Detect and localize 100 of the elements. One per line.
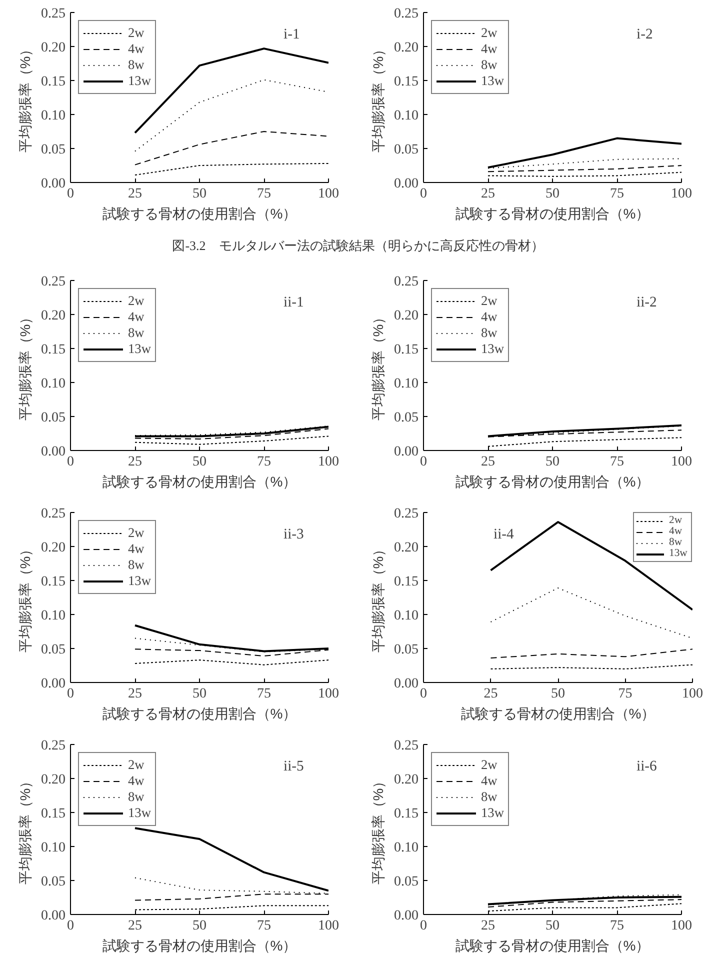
legend-label: 13w — [128, 73, 151, 89]
x-tick-label: 50 — [546, 918, 560, 934]
x-axis-title: 試験する骨材の使用割合（%） — [102, 706, 297, 722]
legend-label: 4w — [128, 541, 146, 557]
legend-label: 8w — [481, 789, 498, 805]
y-tick-label: 0.05 — [41, 410, 66, 426]
y-tick-label: 0.00 — [41, 676, 66, 692]
y-tick-label: 0.05 — [41, 874, 66, 890]
x-axis-title: 試験する骨材の使用割合（%） — [455, 474, 650, 490]
y-tick-label: 0.15 — [41, 574, 66, 590]
legend-label: 8w — [669, 537, 684, 548]
x-tick-label: 100 — [318, 454, 339, 470]
y-tick-label: 0.05 — [41, 142, 66, 158]
y-tick-label: 0.25 — [394, 274, 418, 290]
x-tick-label: 100 — [682, 686, 703, 702]
y-tick-label: 0.15 — [394, 574, 418, 590]
annotation: ii-5 — [284, 758, 304, 774]
legend-label: 4w — [669, 526, 684, 537]
x-tick-label: 75 — [610, 918, 624, 934]
y-axis-title: 平均膨張率（%） — [17, 774, 33, 885]
legend-label: 4w — [481, 773, 498, 789]
y-tick-label: 0.00 — [394, 444, 418, 460]
x-tick-label: 25 — [128, 454, 142, 470]
legend-label: 2w — [128, 757, 146, 773]
legend-label: 13w — [481, 73, 504, 89]
y-tick-label: 0.25 — [41, 506, 66, 522]
legend-label: 8w — [128, 557, 146, 573]
x-tick-label: 50 — [546, 186, 560, 202]
y-tick-label: 0.00 — [394, 676, 418, 692]
x-axis-title: 試験する骨材の使用割合（%） — [102, 206, 297, 222]
legend-label: 8w — [128, 789, 146, 805]
y-tick-label: 0.05 — [394, 410, 418, 426]
annotation: ii-2 — [636, 294, 657, 310]
y-tick-label: 0.20 — [394, 540, 418, 556]
y-tick-label: 0.10 — [41, 608, 66, 624]
y-tick-label: 0.20 — [394, 772, 418, 788]
y-tick-label: 0.15 — [394, 806, 418, 822]
y-tick-label: 0.05 — [394, 874, 418, 890]
legend-label: 4w — [481, 309, 498, 325]
y-tick-label: 0.00 — [394, 908, 418, 924]
legend-label: 4w — [128, 41, 146, 57]
y-axis-title: 平均膨張率（%） — [370, 542, 386, 653]
y-tick-label: 0.15 — [41, 806, 66, 822]
x-tick-label: 25 — [484, 686, 498, 702]
x-tick-label: 75 — [257, 918, 271, 934]
legend-label: 13w — [128, 573, 151, 589]
y-tick-label: 0.25 — [394, 6, 418, 22]
x-tick-label: 100 — [671, 186, 692, 202]
x-tick-label: 0 — [67, 454, 74, 470]
x-tick-label: 100 — [318, 686, 339, 702]
y-tick-label: 0.10 — [41, 376, 66, 392]
legend-label: 4w — [128, 773, 146, 789]
y-tick-label: 0.25 — [394, 738, 418, 754]
x-axis-title: 試験する骨材の使用割合（%） — [102, 938, 297, 954]
y-tick-label: 0.20 — [41, 308, 66, 324]
x-tick-label: 75 — [257, 186, 271, 202]
legend-label: 4w — [481, 41, 498, 57]
x-tick-label: 0 — [420, 686, 427, 702]
x-axis-title: 試験する骨材の使用割合（%） — [460, 706, 656, 722]
y-tick-label: 0.25 — [41, 6, 66, 22]
y-axis-title: 平均膨張率（%） — [17, 310, 33, 421]
x-tick-label: 100 — [318, 918, 339, 934]
y-tick-label: 0.10 — [394, 608, 418, 624]
y-axis-title: 平均膨張率（%） — [17, 542, 33, 653]
x-axis-title: 試験する骨材の使用割合（%） — [102, 474, 297, 490]
x-tick-label: 50 — [192, 686, 206, 702]
x-tick-label: 0 — [420, 186, 427, 202]
x-tick-label: 75 — [257, 454, 271, 470]
y-tick-label: 0.20 — [41, 772, 66, 788]
x-tick-label: 75 — [610, 454, 624, 470]
y-tick-label: 0.10 — [394, 840, 418, 856]
y-tick-label: 0.05 — [41, 642, 66, 658]
legend-label: 13w — [128, 805, 151, 821]
x-tick-label: 25 — [481, 454, 495, 470]
y-tick-label: 0.15 — [41, 342, 66, 358]
y-tick-label: 0.00 — [394, 176, 418, 192]
y-tick-label: 0.00 — [41, 908, 66, 924]
legend-label: 2w — [128, 25, 146, 41]
x-tick-label: 0 — [67, 686, 74, 702]
y-axis-title: 平均膨張率（%） — [17, 42, 33, 153]
y-tick-label: 0.05 — [394, 142, 418, 158]
y-tick-label: 0.20 — [394, 40, 418, 56]
y-tick-label: 0.25 — [41, 274, 66, 290]
x-tick-label: 25 — [128, 686, 142, 702]
y-axis-title: 平均膨張率（%） — [370, 310, 386, 421]
legend-label: 4w — [128, 309, 146, 325]
legend-label: 8w — [128, 325, 146, 341]
annotation: i-1 — [284, 26, 300, 42]
annotation: ii-3 — [284, 526, 304, 542]
x-axis-title: 試験する骨材の使用割合（%） — [455, 206, 650, 222]
text: 図-3.2 モルタルバー法の試験結果（明らかに高反応性の骨材） — [172, 237, 544, 255]
legend-label: 13w — [128, 341, 151, 357]
legend-label: 2w — [128, 293, 146, 309]
x-tick-label: 50 — [192, 918, 206, 934]
annotation: ii-6 — [636, 758, 657, 774]
legend-label: 8w — [128, 57, 146, 73]
legend-label: 13w — [481, 805, 504, 821]
y-axis-title: 平均膨張率（%） — [370, 774, 386, 885]
y-tick-label: 0.25 — [394, 506, 418, 522]
y-tick-label: 0.15 — [394, 342, 418, 358]
